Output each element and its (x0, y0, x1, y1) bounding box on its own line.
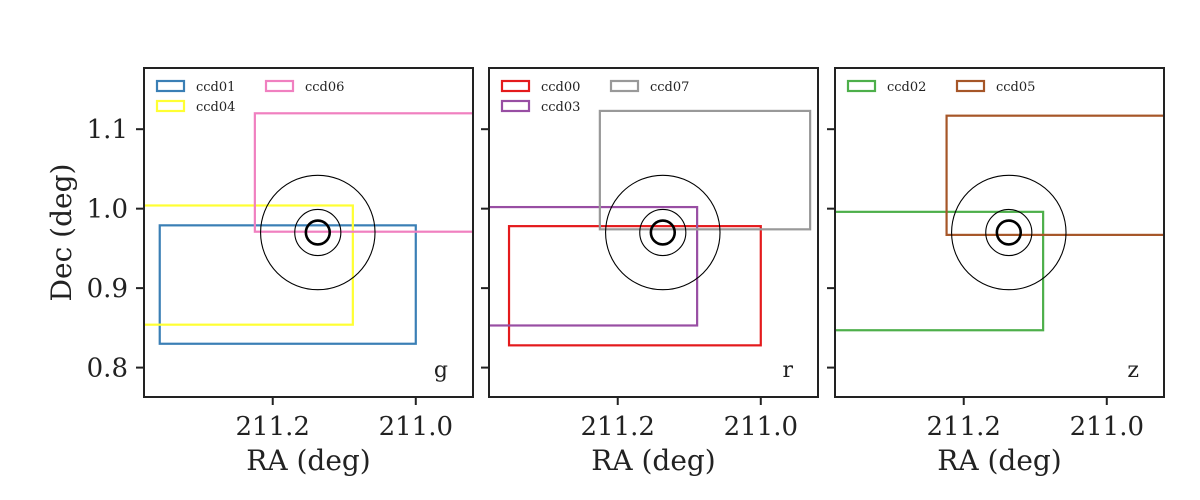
legend-label: ccd07 (650, 80, 689, 95)
legend-label: ccd03 (541, 100, 580, 115)
legend-item-ccd07: ccd07 (609, 79, 689, 95)
target-circle-3 (260, 174, 376, 291)
legend-item-ccd01: ccd01 (155, 79, 235, 95)
y-tick-label: 0.8 (87, 354, 128, 384)
legend-swatch (846, 79, 877, 93)
legend-item-ccd06: ccd06 (264, 79, 344, 95)
ccd-footprint-ccd03 (489, 205, 699, 327)
x-tick-label: 211.0 (379, 412, 453, 442)
legend-label: ccd06 (305, 80, 344, 95)
target-circle-1 (649, 219, 677, 246)
band-label: r (782, 358, 793, 383)
legend-label: ccd00 (541, 80, 580, 95)
axes-frame (834, 67, 1165, 398)
band-label: z (1127, 358, 1139, 383)
x-tick-label: 211.0 (1070, 412, 1144, 442)
legend-item-ccd04: ccd04 (155, 99, 235, 115)
legend-swatch (500, 79, 531, 93)
target-circle-2 (294, 208, 342, 257)
ccd-footprint-ccd07 (598, 109, 812, 231)
legend-swatch (155, 99, 186, 113)
legend-label: ccd01 (196, 80, 235, 95)
panel-z: 211.2 211.0 RA (deg) z ccd02 ccd05 (827, 67, 1165, 477)
x-tick-label: 211.0 (724, 412, 798, 442)
ccd-footprint-ccd06 (253, 112, 473, 233)
legend-swatch (264, 79, 295, 93)
plot-area (835, 114, 1164, 332)
band-label: g (434, 358, 448, 383)
plot-area (489, 109, 812, 347)
legend-label: ccd05 (996, 80, 1035, 95)
legend-item-ccd05: ccd05 (955, 79, 1035, 95)
axes-frame (488, 67, 819, 398)
legend-label: ccd02 (887, 80, 926, 95)
x-tick-label: 211.2 (927, 412, 1001, 442)
y-axis-label: Dec (deg) (45, 164, 78, 302)
target-circle-2 (639, 208, 687, 257)
target-circle-3 (951, 174, 1067, 291)
ccd-footprint-ccd00 (507, 225, 762, 347)
y-tick-label: 0.9 (87, 274, 128, 304)
x-axis-label: RA (deg) (591, 444, 715, 477)
x-tick-label: 211.2 (236, 412, 310, 442)
x-axis-label: RA (deg) (937, 444, 1061, 477)
legend-item-ccd03: ccd03 (500, 99, 580, 115)
legend-item-ccd00: ccd00 (500, 79, 580, 95)
ccd-footprint-ccd04 (144, 204, 354, 326)
target-circle-2 (985, 208, 1033, 257)
y-tick-label: 1.0 (87, 195, 128, 225)
legend-swatch (955, 79, 986, 93)
plot-area (144, 112, 473, 345)
ccd-footprint-ccd02 (835, 210, 1045, 332)
target-circle-1 (304, 219, 332, 246)
target-circle-1 (995, 219, 1023, 246)
legend-label: ccd04 (196, 100, 235, 115)
panel-r: 211.2 211.0 RA (deg) r ccd00 ccd03 ccd07 (481, 67, 819, 477)
ccd-footprint-ccd05 (945, 114, 1164, 236)
panel-g: 211.2 211.0 0.8 0.9 1.0 1.1 RA (deg) g ccd01 ccd0… (87, 67, 474, 477)
ccd-footprint-ccd01 (158, 224, 417, 345)
legend-swatch (500, 99, 531, 113)
y-tick-label: 1.1 (87, 115, 128, 145)
target-circle-3 (605, 174, 721, 291)
legend-swatch (609, 79, 640, 93)
legend-swatch (155, 79, 186, 93)
legend-item-ccd02: ccd02 (846, 79, 926, 95)
x-tick-label: 211.2 (581, 412, 655, 442)
axes-frame (143, 67, 474, 398)
x-axis-label: RA (deg) (246, 444, 370, 477)
